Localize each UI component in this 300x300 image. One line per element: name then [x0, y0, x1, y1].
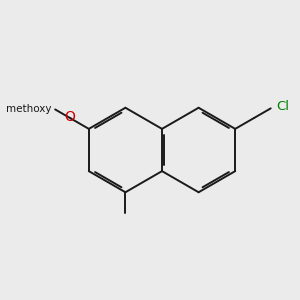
- Text: O: O: [64, 110, 75, 124]
- Text: methoxy: methoxy: [6, 104, 52, 114]
- Text: Cl: Cl: [276, 100, 289, 113]
